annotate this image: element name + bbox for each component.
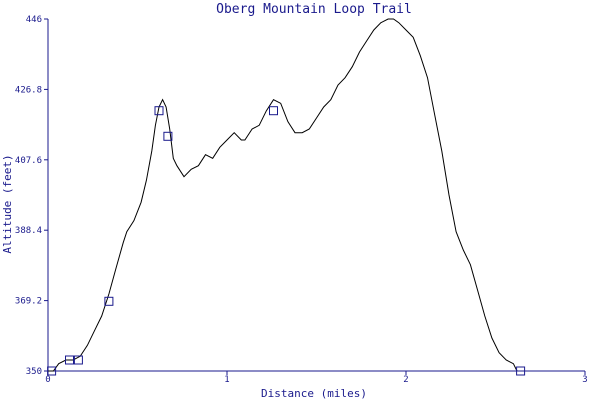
waypoint-marker	[154, 106, 164, 116]
y-tick-label: 426.8	[15, 85, 42, 95]
waypoint-marker	[65, 355, 74, 365]
y-axis-label: Altitude (feet)	[1, 154, 14, 253]
waypoint-marker	[73, 355, 83, 365]
x-tick-label: 1	[224, 375, 229, 385]
waypoint-markers	[47, 106, 526, 376]
y-tick-label: 350	[26, 367, 42, 377]
x-tick-label: 0	[45, 375, 50, 385]
axes	[47, 19, 585, 372]
y-axis-ticks: 350 369.2 388.4 407.6 426.8 446	[15, 15, 48, 377]
x-axis-ticks: 0 1 2 3	[45, 371, 588, 385]
y-tick-label: 446	[26, 15, 42, 25]
x-axis-label: Distance (miles)	[261, 387, 367, 400]
x-tick-label: 2	[403, 375, 408, 385]
elevation-line	[48, 18, 518, 372]
waypoint-marker	[163, 131, 173, 141]
waypoint-marker	[104, 296, 114, 306]
waypoint-marker	[47, 366, 57, 376]
x-tick-label: 3	[582, 375, 587, 385]
chart-title: Oberg Mountain Loop Trail	[216, 2, 412, 17]
y-tick-label: 388.4	[15, 226, 42, 236]
waypoint-marker	[516, 366, 526, 376]
waypoint-marker	[269, 106, 278, 116]
y-tick-label: 369.2	[15, 297, 42, 307]
y-tick-label: 407.6	[15, 156, 42, 166]
